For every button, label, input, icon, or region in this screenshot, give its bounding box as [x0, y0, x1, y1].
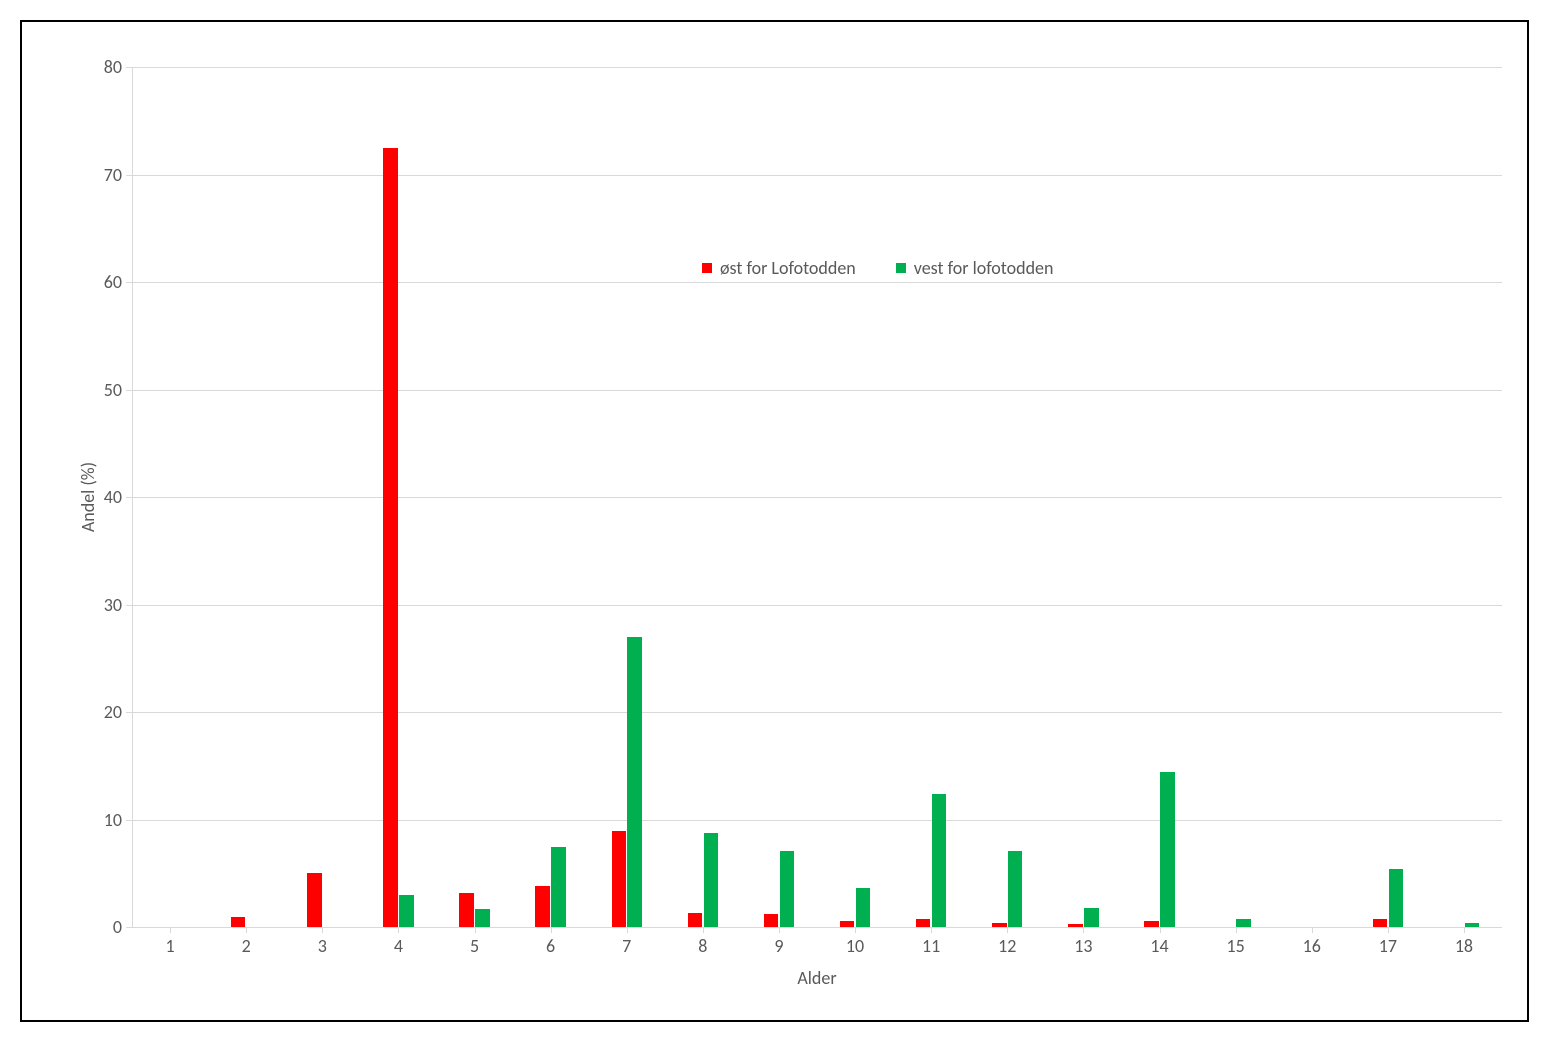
legend-item: vest for lofotodden — [896, 257, 1054, 279]
x-tick-mark — [170, 927, 171, 933]
bar — [459, 893, 473, 927]
bar — [1144, 921, 1158, 927]
x-tick-mark — [551, 927, 552, 933]
bar — [475, 909, 489, 927]
gridline — [132, 497, 1502, 498]
bar — [992, 923, 1006, 927]
x-tick-mark — [779, 927, 780, 933]
x-tick-mark — [398, 927, 399, 933]
x-tick-mark — [1083, 927, 1084, 933]
x-tick-mark — [627, 927, 628, 933]
x-tick-mark — [1464, 927, 1465, 933]
bar — [627, 637, 641, 927]
legend-item: øst for Lofotodden — [702, 257, 856, 279]
y-tick-label: 0 — [113, 916, 132, 938]
bar — [612, 831, 626, 927]
bar — [399, 895, 413, 927]
x-tick-mark — [1236, 927, 1237, 933]
gridline — [132, 390, 1502, 391]
bar — [840, 921, 854, 927]
bar — [780, 851, 794, 927]
x-tick-mark — [1388, 927, 1389, 933]
gridline — [132, 712, 1502, 713]
x-tick-mark — [322, 927, 323, 933]
x-tick-mark — [475, 927, 476, 933]
bar — [535, 886, 549, 927]
bar — [307, 873, 321, 927]
x-tick-mark — [1007, 927, 1008, 933]
y-tick-label: 30 — [104, 594, 132, 616]
bar — [231, 917, 245, 927]
bar — [704, 833, 718, 927]
bar — [1008, 851, 1022, 927]
gridline — [132, 820, 1502, 821]
gridline — [132, 605, 1502, 606]
legend-swatch — [702, 263, 712, 273]
y-axis-title: Andel (%) — [77, 462, 99, 532]
bar — [916, 919, 930, 927]
bar — [1068, 924, 1082, 927]
bar — [1084, 908, 1098, 927]
y-tick-label: 10 — [104, 809, 132, 831]
y-tick-label: 20 — [104, 701, 132, 723]
x-tick-mark — [931, 927, 932, 933]
legend-label: vest for lofotodden — [914, 257, 1054, 279]
bar — [1236, 919, 1250, 927]
bar — [932, 794, 946, 927]
x-tick-mark — [1312, 927, 1313, 933]
bar — [1373, 919, 1387, 927]
y-tick-label: 50 — [104, 379, 132, 401]
y-tick-label: 60 — [104, 271, 132, 293]
y-tick-label: 70 — [104, 164, 132, 186]
x-tick-mark — [855, 927, 856, 933]
bar — [383, 148, 397, 927]
bar — [688, 913, 702, 927]
legend: øst for Lofotodden vest for lofotodden — [702, 257, 1053, 279]
bar — [1389, 869, 1403, 927]
gridline — [132, 175, 1502, 176]
legend-label: øst for Lofotodden — [720, 257, 856, 279]
gridline — [132, 282, 1502, 283]
x-axis-title: Alder — [797, 967, 836, 989]
gridline — [132, 67, 1502, 68]
y-tick-label: 40 — [104, 486, 132, 508]
x-tick-mark — [246, 927, 247, 933]
bar — [551, 847, 565, 927]
bar — [1465, 923, 1479, 927]
y-tick-label: 80 — [104, 56, 132, 78]
x-tick-mark — [703, 927, 704, 933]
gridline — [132, 927, 1502, 928]
chart-container: 0102030405060708012345678910111213141516… — [20, 20, 1529, 1022]
x-tick-mark — [1160, 927, 1161, 933]
chart-inner: 0102030405060708012345678910111213141516… — [42, 42, 1497, 1000]
bar — [1160, 772, 1174, 927]
bar — [856, 888, 870, 927]
legend-swatch — [896, 263, 906, 273]
plot-area: 0102030405060708012345678910111213141516… — [132, 67, 1502, 927]
bar — [764, 914, 778, 927]
